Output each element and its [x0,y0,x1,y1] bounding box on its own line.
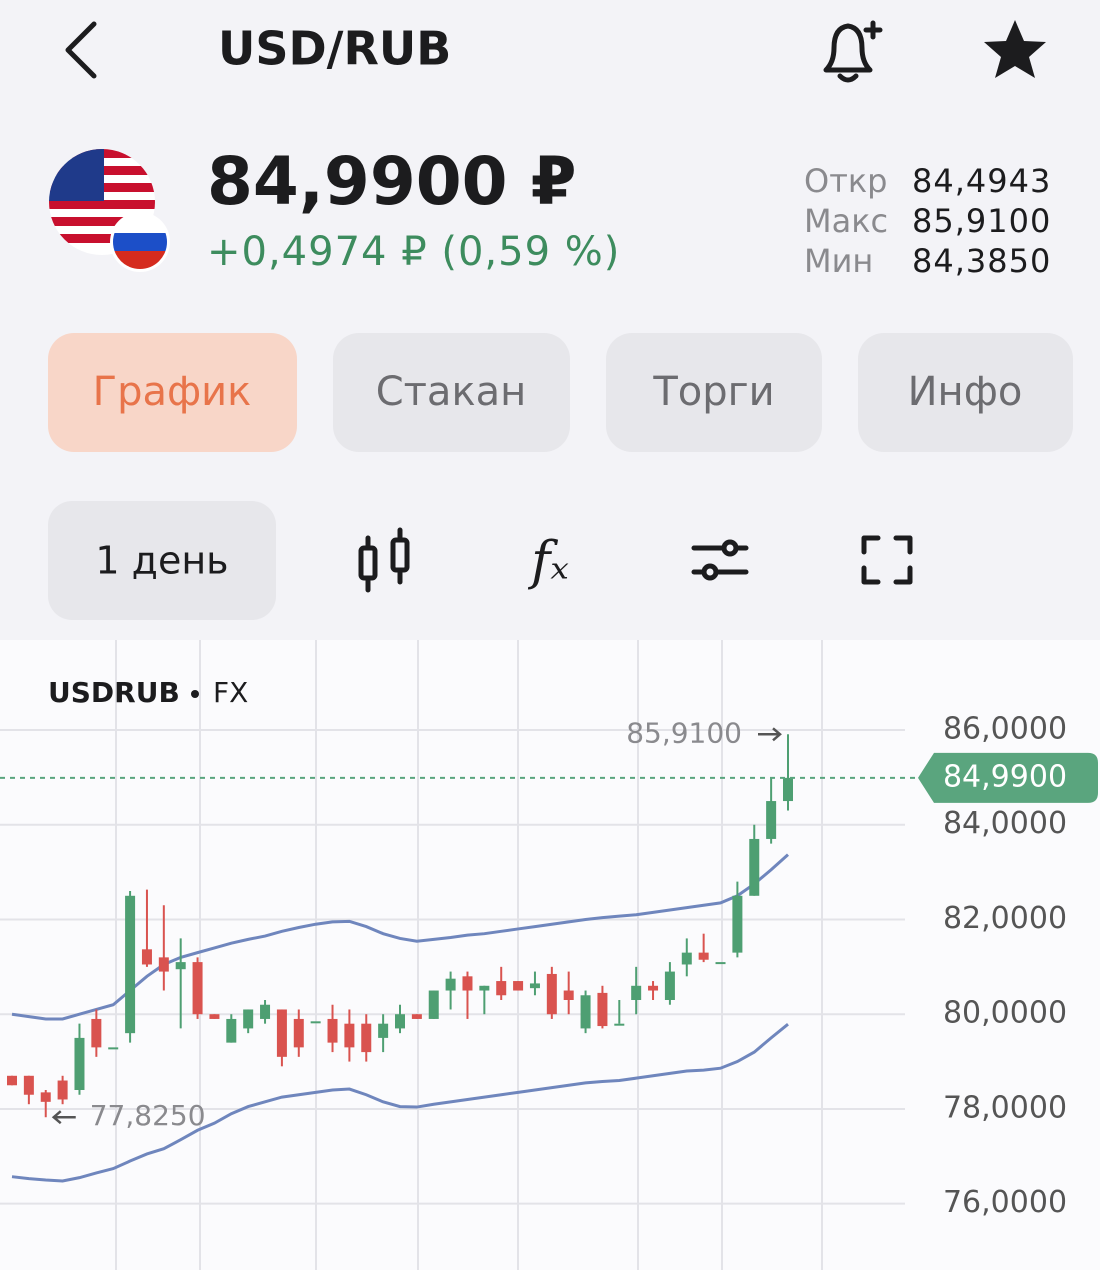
interval-button[interactable]: 1 день [48,501,276,620]
candle-body [614,1023,625,1026]
candle-body [428,990,439,1019]
stat-value: 84,4943 [912,162,1051,200]
stat-value: 84,3850 [912,242,1051,280]
stat-label: Откр [804,162,887,200]
y-tick-label: 86,0000 [943,712,1067,747]
price-change: +0,4974 ₽ (0,59 %) [207,229,620,275]
candle-body [108,1047,119,1050]
indicators-button[interactable]: 𝑓ₓ [527,532,569,592]
candle-body [715,962,726,965]
candle-body [40,1092,51,1102]
candle-body [462,976,473,991]
candle-body [664,971,675,1000]
settings-button[interactable] [691,539,749,581]
candle-body [580,995,591,1029]
candle-body [479,985,490,991]
y-tick-label: 80,0000 [943,996,1067,1031]
candle-body [749,838,760,896]
last-price-label: 84,9900 [943,759,1067,794]
candle-body [648,985,659,991]
back-button[interactable] [65,21,97,79]
candle-body [141,949,152,965]
candle-body [23,1075,34,1095]
low-mark-label: 77,8250 [90,1099,206,1132]
y-tick-label: 82,0000 [943,901,1067,936]
favorite-button[interactable] [984,20,1046,78]
candle-body [192,962,203,1015]
alert-button[interactable] [823,20,883,83]
y-tick-label: 78,0000 [943,1090,1067,1125]
stat-label: Макс [804,202,888,240]
separator-dot [191,690,199,698]
high-mark-label: 85,9100 [626,716,742,749]
candle-body [766,801,777,839]
tab[interactable]: Стакан [333,333,570,452]
interval-label: 1 день [95,539,228,583]
tab-label: Торги [652,369,774,415]
band-line [11,1022,789,1183]
candle-body [597,992,608,1027]
y-tick-label: 84,0000 [943,806,1067,841]
tab-label: График [93,369,252,415]
candle-body [91,1018,102,1048]
chart-type-button[interactable] [358,527,410,593]
low-mark-arrow [51,1110,76,1125]
candle-body [175,962,186,970]
stat-label: Мин [804,242,873,280]
candle-body [361,1023,372,1053]
tab-label: Стакан [376,369,527,415]
price: 84,9900 ₽ [207,143,577,220]
candle-body [783,777,793,802]
candle-body [7,1075,17,1086]
candle-body [209,1014,220,1019]
tab[interactable]: График [48,333,297,452]
candle-body [158,957,169,972]
chart-symbol: USDRUB [48,676,180,709]
candle-body [411,1014,422,1019]
candle-body [395,1014,405,1029]
candle-body [344,1023,355,1048]
stat-value: 85,9100 [912,202,1051,240]
fullscreen-button[interactable] [861,535,913,585]
candle-body [496,981,507,996]
candle-body [378,1023,389,1038]
chart-source: FX [213,676,248,709]
candle-body [125,895,136,1034]
candle-body [445,978,456,991]
candle-body [310,1021,321,1024]
tab-label: Инфо [908,369,1023,415]
band-line [11,853,790,1021]
candle-body [546,973,557,1015]
candle-body [74,1037,85,1090]
tab[interactable]: Торги [606,333,822,452]
chart-area [0,640,1100,1270]
candle-body [732,895,743,953]
candle-body [513,981,524,991]
last-price-tag [918,752,1098,803]
candle-body [563,990,574,1000]
candle-body [293,1018,304,1048]
date-grid [115,640,823,1270]
candle-body [698,952,709,960]
title: USD/RUB [218,22,451,76]
y-tick-label: 76,0000 [943,1185,1067,1220]
candle-body [57,1080,68,1100]
candle-body [276,1009,287,1057]
tab[interactable]: Инфо [858,333,1073,452]
candle-body [226,1018,237,1043]
candle-body [260,1004,271,1019]
currency-flags [49,149,170,272]
candle-body [529,983,540,989]
candle-body [631,985,642,1000]
candle-body [681,952,692,965]
candle-body [243,1009,254,1029]
high-mark-arrow [758,727,782,742]
candle-body [327,1018,338,1043]
